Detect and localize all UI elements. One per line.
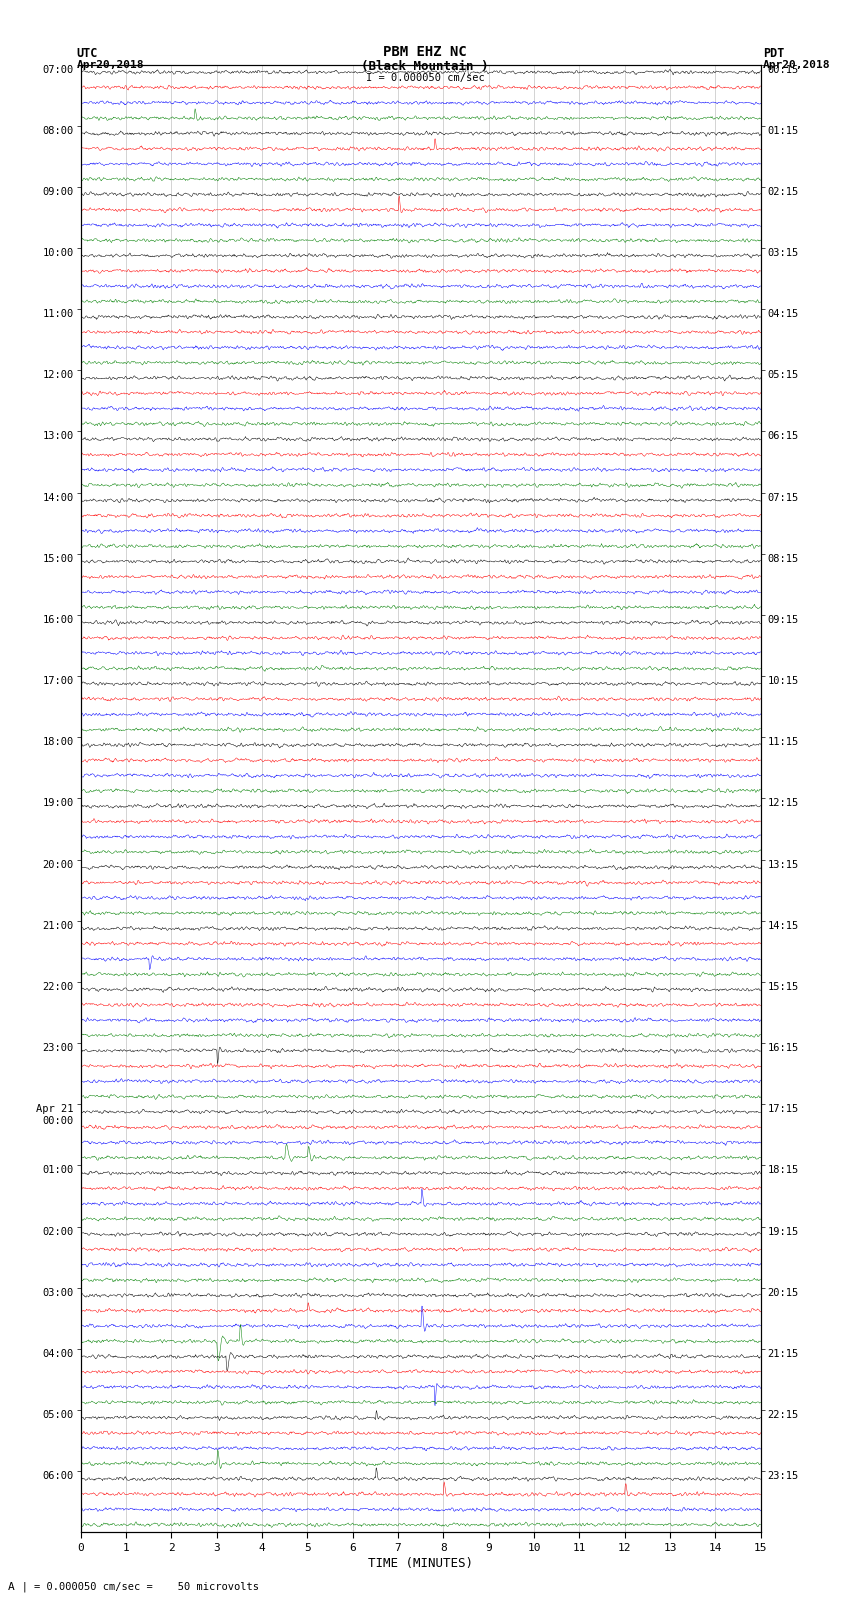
Text: Apr20,2018: Apr20,2018: [763, 60, 830, 69]
Text: UTC: UTC: [76, 47, 98, 60]
Text: I = 0.000050 cm/sec: I = 0.000050 cm/sec: [366, 73, 484, 82]
Text: PBM EHZ NC: PBM EHZ NC: [383, 45, 467, 60]
Text: A |: A |: [8, 1581, 29, 1592]
Text: (Black Mountain ): (Black Mountain ): [361, 60, 489, 73]
Text: PDT: PDT: [763, 47, 785, 60]
X-axis label: TIME (MINUTES): TIME (MINUTES): [368, 1557, 473, 1569]
Text: Apr20,2018: Apr20,2018: [76, 60, 144, 69]
Text: = 0.000050 cm/sec =    50 microvolts: = 0.000050 cm/sec = 50 microvolts: [34, 1582, 259, 1592]
